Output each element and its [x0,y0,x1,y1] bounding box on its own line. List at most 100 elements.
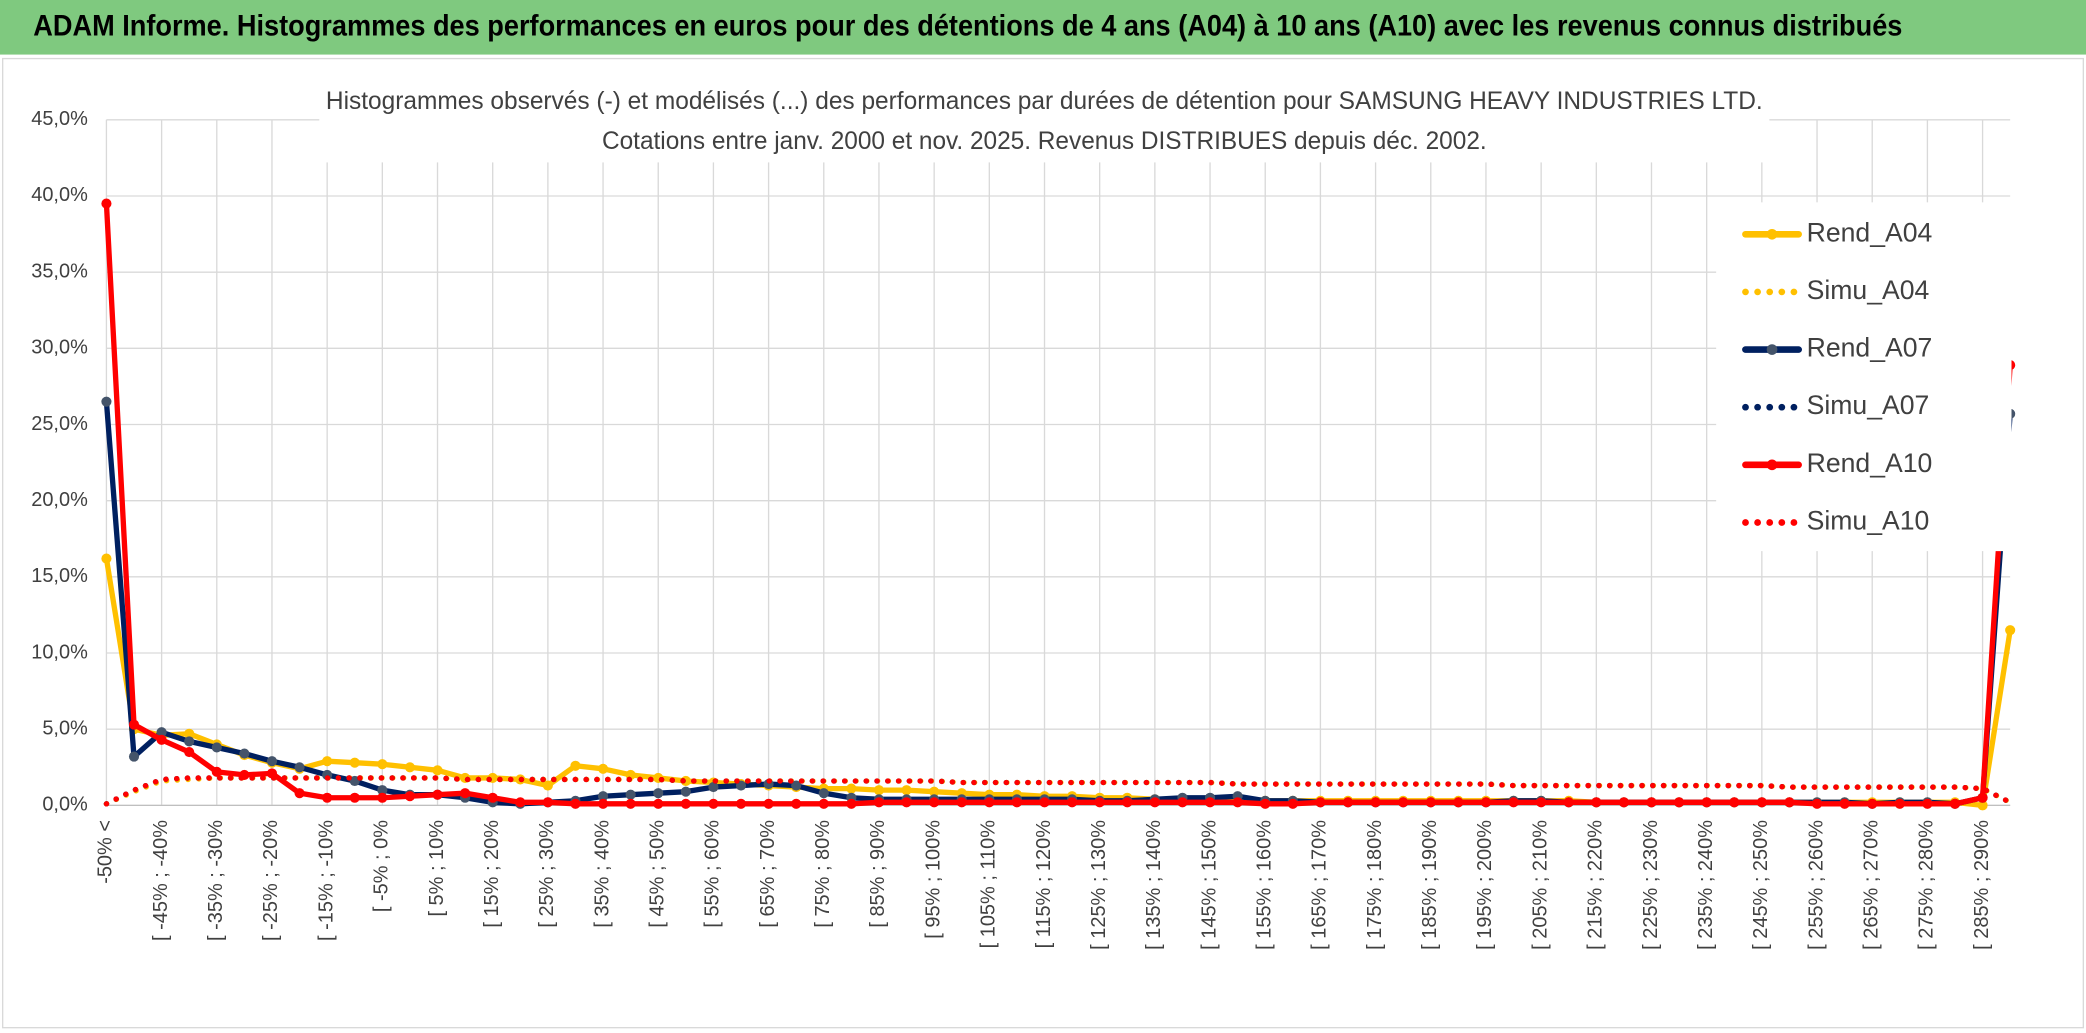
data-point [156,734,167,745]
data-point [791,780,802,791]
data-point [873,785,885,796]
data-point [1922,798,1933,809]
x-tick-label: [ 205% ; 210% [1529,820,1551,950]
data-point [653,798,664,809]
data-point [377,785,388,796]
data-point [735,798,747,809]
data-point [1067,797,1078,808]
x-tick-label: [ 125% ; 130% [1088,820,1110,950]
data-point [542,780,553,791]
x-tick-label: [ 135% ; 140% [1143,820,1165,950]
data-point [653,788,664,799]
data-point [1425,797,1436,808]
data-point [1674,797,1685,808]
data-point [873,797,885,808]
data-point [818,798,829,809]
title-box [319,82,1770,163]
data-point [901,797,912,808]
data-point [1232,797,1243,808]
data-point [1729,797,1740,808]
data-point [322,792,333,803]
data-point [984,797,995,808]
x-tick-label: [ 55% ; 60% [702,820,724,928]
y-tick-label: 25,0% [31,413,88,435]
data-point [570,798,581,809]
data-point [101,198,112,209]
data-point [156,727,167,738]
data-point [1370,797,1381,808]
data-point [1149,797,1160,808]
data-point [211,766,222,777]
data-point [1839,798,1850,809]
data-point [184,746,195,758]
data-point [1563,797,1574,808]
x-tick-label: [ 285% ; 290% [1971,820,1993,950]
legend-label: Simu_A10 [1807,506,1930,536]
legend: Rend_A04 Simu_A04 Rend_A07 Simu_A07 Rend_A10… [1716,202,2012,552]
legend-label: Rend_A10 [1807,448,1933,478]
data-point [404,762,415,773]
data-point [1867,798,1878,809]
y-tick-label: 35,0% [31,260,88,282]
data-point [515,797,526,808]
data-point [1177,797,1188,808]
data-point [184,736,195,747]
data-point [1342,797,1354,808]
x-tick-label: [ -15% ; -10% [315,820,337,941]
y-tick-label: 30,0% [31,337,88,359]
chart-title: Histogrammes observés (-) et modélisés (… [326,87,1763,115]
x-tick-label: [ 75% ; 80% [812,820,834,928]
data-point [1618,797,1629,808]
data-point [1480,797,1492,808]
data-point [349,757,360,768]
data-point [184,728,195,739]
x-tick-label: [ 225% ; 230% [1640,820,1662,950]
x-tick-label: [ 185% ; 190% [1419,820,1441,950]
x-tick-label: [ 5% ; 10% [426,820,448,917]
x-tick-label: [ -5% ; 0% [371,820,393,912]
data-point [708,798,719,809]
x-tick-label: [ 115% ; 120% [1033,820,1055,949]
data-point [239,748,250,759]
data-point [846,783,857,794]
x-tick-label: [ -35% ; -30% [205,820,227,941]
data-point [680,798,691,809]
data-point [1039,797,1050,808]
data-point [1894,798,1905,809]
data-point [1701,797,1712,808]
x-tick-label: [ 155% ; 160% [1253,820,1275,950]
series-line [103,200,2013,807]
data-point [1977,792,1988,803]
data-point [460,788,471,799]
data-point [1508,797,1519,808]
data-point [377,759,388,770]
data-point [1646,797,1657,808]
data-point [598,798,609,809]
data-point [404,791,415,802]
y-tick-label: 0,0% [42,794,88,816]
data-point [625,789,636,800]
y-tick-label: 45,0% [31,108,88,130]
data-point [598,791,609,802]
data-point [128,751,140,762]
header-band [0,0,2086,55]
data-point [432,789,443,800]
data-point [1204,797,1216,808]
data-point [598,763,609,774]
data-point [570,760,581,771]
x-tick-label: [ 235% ; 240% [1695,820,1717,950]
data-point [322,756,333,767]
data-point [1011,797,1022,808]
x-tick-label: -50% < [95,820,117,884]
header-title: ADAM Informe. Histogrammes des performan… [33,11,1902,43]
legend-label: Simu_A07 [1807,390,1930,420]
x-tick-label: [ 265% ; 270% [1860,820,1882,950]
legend-marker [1766,344,1778,355]
x-tick-label: [ 95% ; 100% [922,820,944,939]
data-point [432,765,443,776]
data-point [818,788,829,799]
legend-box [1716,202,2012,552]
x-tick-label: [ 245% ; 250% [1750,820,1772,950]
legend-label: Simu_A04 [1807,275,1930,305]
